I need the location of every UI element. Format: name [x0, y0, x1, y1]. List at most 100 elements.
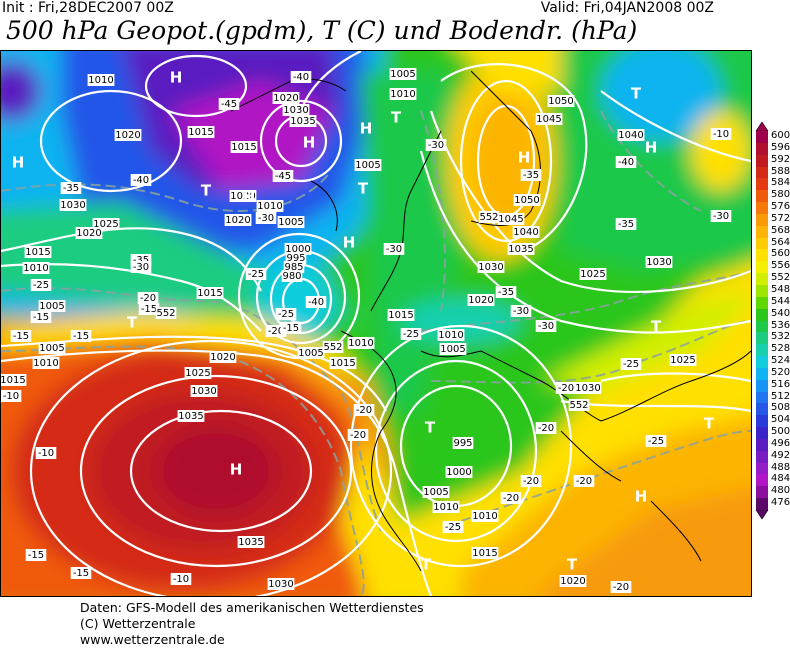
- isotherm-label-bg: [645, 435, 667, 447]
- isobar-label: 1010: [438, 330, 463, 341]
- legend-swatch: [756, 131, 768, 143]
- legend-swatch: [756, 427, 768, 439]
- isobar-label-bg: [267, 578, 295, 590]
- isobar-label-bg: [32, 357, 60, 369]
- legend-label: 536: [771, 319, 790, 331]
- isotherm-label: 552: [479, 212, 498, 223]
- legend-label: 532: [771, 331, 790, 343]
- legend-label: 592: [771, 153, 790, 165]
- legend-label: 584: [771, 177, 790, 189]
- legend-swatch: [756, 356, 768, 368]
- isobar-label: 1050: [548, 96, 573, 107]
- low-pressure-marker: T: [391, 109, 402, 127]
- isotherm-label: -15: [73, 331, 89, 342]
- isotherm-label-bg: [138, 303, 160, 315]
- high-pressure-marker: H: [518, 149, 531, 167]
- isobar-label: 1015: [197, 288, 222, 299]
- legend-swatch: [756, 166, 768, 179]
- isobar-label: 1025: [580, 269, 605, 280]
- isotherm-label: -40: [618, 157, 634, 168]
- isobar-label-bg: [645, 256, 673, 268]
- legend-swatch: [756, 403, 768, 416]
- isotherm-label-bg: [383, 243, 405, 255]
- high-pressure-marker: H: [635, 488, 648, 506]
- isotherm-label-bg: [620, 358, 642, 370]
- isobar-label-bg: [187, 126, 215, 138]
- isobar-label-bg: [184, 367, 212, 379]
- isobar-label: 1010: [33, 358, 58, 369]
- isotherm-label-bg: [218, 98, 240, 110]
- isotherm-label-bg: [25, 549, 47, 561]
- isobar-label: 1005: [39, 301, 64, 312]
- isotherm-label: -45: [275, 171, 291, 182]
- isobar-label-bg: [452, 437, 474, 449]
- low-pressure-marker: T: [358, 180, 369, 198]
- low-pressure-marker: T: [651, 318, 662, 336]
- isobar-label-bg: [347, 337, 375, 349]
- legend-swatch: [756, 142, 768, 155]
- isobar-label: 1020: [273, 93, 298, 104]
- isobar-label: 1010: [88, 75, 113, 86]
- isotherm-label-bg: [610, 581, 632, 593]
- isotherm-label: -10: [713, 129, 729, 140]
- legend-label: 596: [771, 141, 790, 153]
- isobar-label: 1015: [1, 375, 26, 386]
- isobar-label: 1035: [238, 537, 263, 548]
- isotherm-label: -25: [403, 329, 419, 340]
- isobar-label-bg: [535, 113, 563, 125]
- isotherm-label-bg: [347, 429, 369, 441]
- legend-label: 488: [771, 461, 790, 473]
- isobar-label: 1015: [330, 358, 355, 369]
- isobar-label-bg: [75, 227, 103, 239]
- legend-swatch: [756, 225, 768, 238]
- isobar-label: 1015: [388, 310, 413, 321]
- isotherm-label: -35: [133, 255, 149, 266]
- legend-swatch: [756, 308, 768, 321]
- isobar-label: 1005: [390, 69, 415, 80]
- legend-label: 540: [771, 307, 790, 319]
- isobar-label: 1020: [468, 295, 493, 306]
- legend-swatch: [756, 202, 768, 214]
- isobar-label: 1040: [618, 130, 643, 141]
- isotherm-label-bg: [535, 320, 557, 332]
- low-pressure-marker: T: [201, 182, 212, 200]
- isotherm-label-bg: [353, 404, 375, 416]
- isobar-label: 1050: [514, 195, 539, 206]
- isotherm-label-bg: [60, 182, 82, 194]
- isotherm-label: -30: [538, 321, 554, 332]
- isotherm-label: -15: [141, 304, 157, 315]
- isotherm-label-bg: [170, 573, 192, 585]
- isotherm-label: 552: [569, 400, 588, 411]
- geopotential-field: [1, 51, 751, 596]
- isobar-label-bg: [617, 129, 645, 141]
- isotherm-label-bg: [70, 567, 92, 579]
- isobar-label: 1005: [298, 348, 323, 359]
- map-canvas: -40-45-45-40-35-30-30-30-35-30-25-40-25-…: [1, 51, 751, 596]
- legend-label: 480: [771, 485, 790, 497]
- legend-label: 580: [771, 189, 790, 201]
- isotherm-label: -35: [618, 219, 634, 230]
- isotherm-label: -25: [33, 280, 49, 291]
- isotherm-label: 552: [323, 342, 342, 353]
- isobar-label-bg: [24, 246, 52, 258]
- isotherm-label-bg: [400, 328, 422, 340]
- footer-data-source: Daten: GFS-Modell des amerikanischen Wet…: [80, 600, 424, 615]
- isotherm-label: -25: [248, 269, 264, 280]
- isobar-label: 995: [286, 253, 305, 264]
- legend-label: 560: [771, 248, 790, 260]
- isobar-label: 1020: [560, 576, 585, 587]
- isotherm-label-bg: [245, 268, 267, 280]
- legend-label: 476: [771, 497, 790, 509]
- isobar-label: 1045: [536, 114, 561, 125]
- legend-swatch: [756, 320, 768, 333]
- legend-swatch: [756, 474, 768, 487]
- legend-label: 564: [771, 236, 790, 248]
- isotherm-label: -35: [63, 183, 79, 194]
- isotherm-label-bg: [30, 311, 52, 323]
- isotherm-label-bg: [130, 261, 152, 273]
- high-pressure-marker: H: [170, 69, 183, 87]
- isobar-label: 1030: [60, 200, 85, 211]
- isotherm-label-bg: [275, 308, 297, 320]
- legend-label: 576: [771, 201, 790, 213]
